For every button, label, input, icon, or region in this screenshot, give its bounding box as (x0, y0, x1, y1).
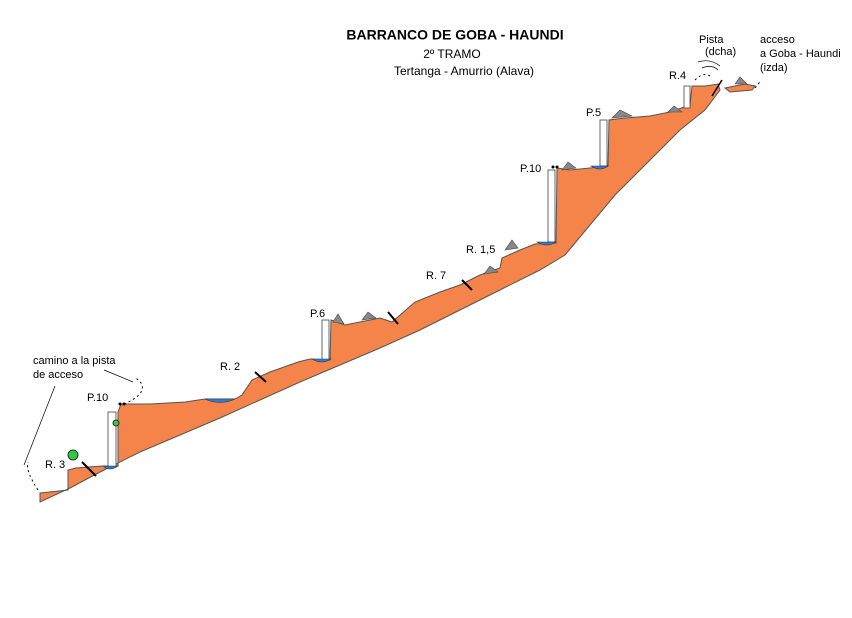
rock (332, 313, 345, 325)
leader (103, 369, 134, 383)
waterfall (321, 319, 330, 361)
rock (734, 76, 748, 85)
anchor (118, 402, 122, 406)
subtitle: 2º TRAMO (423, 47, 481, 61)
trail (694, 74, 713, 81)
slope-mark (711, 79, 723, 97)
anchor (122, 402, 126, 406)
title: BARRANCO DE GOBA - HAUNDI (346, 27, 563, 43)
trail (123, 377, 143, 405)
rock (361, 311, 377, 321)
label: P.6 (310, 308, 325, 320)
rock (483, 265, 499, 275)
pool (590, 165, 609, 170)
rock (504, 239, 519, 251)
pools (102, 165, 609, 470)
anchor (555, 165, 559, 169)
label: R. 2 (220, 361, 240, 373)
label: Pista (699, 34, 724, 46)
waterfall (599, 119, 608, 167)
label: R. 1,5 (466, 244, 495, 256)
waterfall (683, 85, 691, 109)
anchor-marker (112, 419, 120, 427)
label: R. 3 (45, 459, 65, 471)
pool (204, 398, 236, 403)
label: P.5 (586, 107, 601, 119)
label: P.10 (87, 392, 108, 404)
slope-mark (387, 311, 399, 325)
slope-mark (461, 279, 473, 291)
anchor-marker (67, 449, 79, 461)
pool (310, 358, 332, 363)
waterfall (547, 169, 556, 243)
road-sketch (697, 60, 721, 71)
label: (izda) (760, 62, 788, 74)
trail (754, 81, 761, 89)
terrain-right (723, 83, 756, 93)
location: Tertanga - Amurrio (Alava) (394, 64, 534, 78)
anchor (551, 165, 555, 169)
pool (102, 465, 119, 470)
label: acceso (760, 34, 795, 46)
rock (611, 109, 634, 119)
rock (667, 105, 683, 113)
trails (23, 60, 761, 491)
slope-mark (254, 371, 267, 383)
slope-mark (81, 461, 97, 477)
waterfalls (107, 85, 691, 468)
label: P.10 (520, 163, 541, 175)
leader (23, 385, 56, 466)
anchors (118, 165, 559, 406)
label: a Goba - Haundi (760, 48, 841, 60)
label: R.4 (669, 70, 686, 82)
label: R. 7 (426, 270, 446, 282)
label: (dcha) (705, 46, 736, 58)
label: de acceso (33, 369, 83, 381)
rock (561, 161, 577, 171)
label: camino a la pista (33, 355, 116, 367)
pool (535, 241, 557, 246)
rocks (332, 76, 748, 325)
